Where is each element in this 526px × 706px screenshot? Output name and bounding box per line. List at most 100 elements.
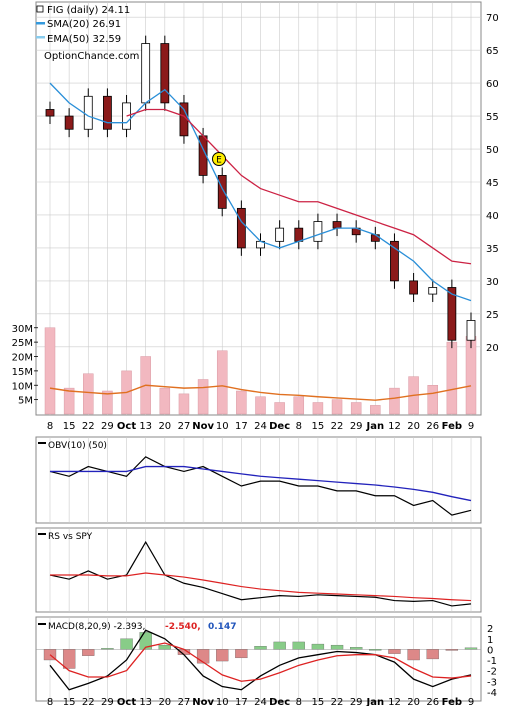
volume-tick-label: 5M (18, 396, 33, 407)
x-tick-label: 27 (178, 421, 191, 432)
macd-histogram-bar (216, 649, 229, 662)
x-tick-label: 26 (426, 421, 439, 432)
macd-histogram-bar (254, 646, 267, 650)
candle-body (275, 227, 285, 242)
volume-bar (274, 402, 285, 415)
macd-hist-value: 0.147 (208, 622, 236, 632)
volume-tick-label: 15M (12, 367, 33, 378)
macd-signal-line (49, 642, 472, 682)
x-tick-label-bottom: 22 (331, 697, 344, 706)
x-tick-label: 29 (101, 421, 114, 432)
macd-tick-label: -4 (487, 688, 497, 699)
volume-bar (427, 385, 438, 415)
macd-histogram-bar (82, 649, 95, 656)
volume-tick-label: 10M (12, 381, 33, 392)
volume-bar (63, 387, 75, 415)
macd-line (49, 629, 472, 691)
x-tick-label-bottom: 20 (407, 697, 420, 706)
macd-tick-label: 2 (487, 624, 493, 635)
x-tick-label: 22 (331, 421, 344, 432)
ema50-line (126, 108, 472, 265)
candle-body (409, 280, 418, 295)
price-tick-label: 25 (486, 310, 499, 321)
price-tick-label: 55 (486, 112, 499, 123)
volume-bar (236, 390, 247, 415)
volume-bar (216, 350, 228, 415)
x-tick-label-bottom: 29 (350, 697, 363, 706)
macd-histogram-bar (292, 641, 305, 650)
macd-histogram-bar (369, 649, 382, 651)
macd-histogram-bar (350, 647, 363, 650)
price-tick-label: 65 (486, 46, 499, 57)
rs-panel-legend: RS vs SPY (38, 532, 93, 542)
ema-swatch (36, 36, 45, 39)
x-tick-label: Dec (269, 421, 290, 432)
x-tick-label-bottom: 26 (426, 697, 439, 706)
candle-body (64, 115, 74, 130)
obv-average-line (50, 465, 472, 502)
x-tick-label: 8 (296, 421, 302, 432)
price-tick-label: 60 (486, 79, 499, 90)
macd-panel-legend: MACD(8,20,9) -2.393, -2.540, 0.147 (38, 622, 236, 632)
volume-bar (83, 373, 94, 415)
volume-bar (350, 402, 362, 415)
macd-tick-label: 1 (487, 635, 493, 646)
indicator-lines (49, 82, 472, 691)
x-tick-label-bottom: 15 (63, 697, 76, 706)
volume-bar (197, 379, 209, 415)
candle-body (217, 175, 227, 209)
macd-tick-label: -2 (487, 667, 497, 678)
rs-average-line (50, 572, 472, 602)
candle-body (45, 109, 55, 117)
x-tick-label-bottom: 15 (312, 697, 325, 706)
ema-label: EMA(50) 32.59 (47, 34, 121, 45)
x-tick-label: Oct (117, 421, 136, 432)
macd-histogram-bar (388, 649, 401, 654)
volume-bar (293, 396, 305, 415)
volume-average-line (49, 384, 472, 401)
x-tick-label: 22 (82, 421, 95, 432)
x-tick-label-bottom: 17 (235, 697, 248, 706)
x-tick-label-bottom: 13 (139, 697, 152, 706)
candle-body (332, 221, 342, 229)
axis-labels: 706560555045403530252088151522222929OctO… (12, 13, 499, 706)
earnings-marker-label: E (216, 156, 222, 166)
volume-bar (446, 341, 458, 415)
macd-tick-label: 0 (487, 645, 493, 656)
macd-tick-label: -1 (487, 656, 497, 667)
price-tick-label: 50 (486, 145, 499, 156)
candle-body (141, 43, 151, 104)
x-tick-label-bottom: Jan (366, 697, 385, 706)
candle-body (83, 95, 93, 130)
earnings-marker: E (212, 152, 226, 166)
x-tick-label-bottom: 8 (47, 697, 53, 706)
price-tick-label: 30 (486, 277, 499, 288)
volume-bar (178, 393, 190, 415)
obv-panel-legend: OBV(10) (50) (38, 441, 107, 451)
macd-histogram-bar (101, 648, 114, 650)
price-tick-label: 45 (486, 178, 499, 189)
x-tick-label-bottom: 9 (468, 697, 474, 706)
obv-line (49, 456, 472, 516)
price-legend: FIG (daily) 24.11 SMA(20) 26.91 EMA(50) … (36, 5, 139, 62)
x-tick-label-bottom: 27 (178, 697, 191, 706)
volume-bar (331, 399, 343, 415)
x-tick-label: Jan (366, 421, 385, 432)
candle-body (370, 234, 380, 242)
macd-histogram-bar (407, 649, 420, 661)
x-tick-label-bottom: Dec (269, 697, 290, 706)
price-tick-label: 20 (486, 343, 499, 354)
x-tick-label-bottom: 22 (82, 697, 95, 706)
macd-histogram-bar (196, 649, 210, 664)
x-tick-label-bottom: 10 (216, 697, 229, 706)
candle-body (390, 240, 399, 282)
macd-histogram-bar (158, 644, 171, 650)
macd-histogram-bar (235, 649, 248, 659)
volume-bar (159, 387, 171, 415)
source-label: OptionChance.com (44, 51, 139, 62)
volume-bar (255, 396, 266, 415)
price-panel-frame (35, 1, 482, 416)
candle-body (103, 95, 112, 130)
x-tick-label: 20 (158, 421, 171, 432)
macd-histogram-bar (426, 649, 439, 660)
